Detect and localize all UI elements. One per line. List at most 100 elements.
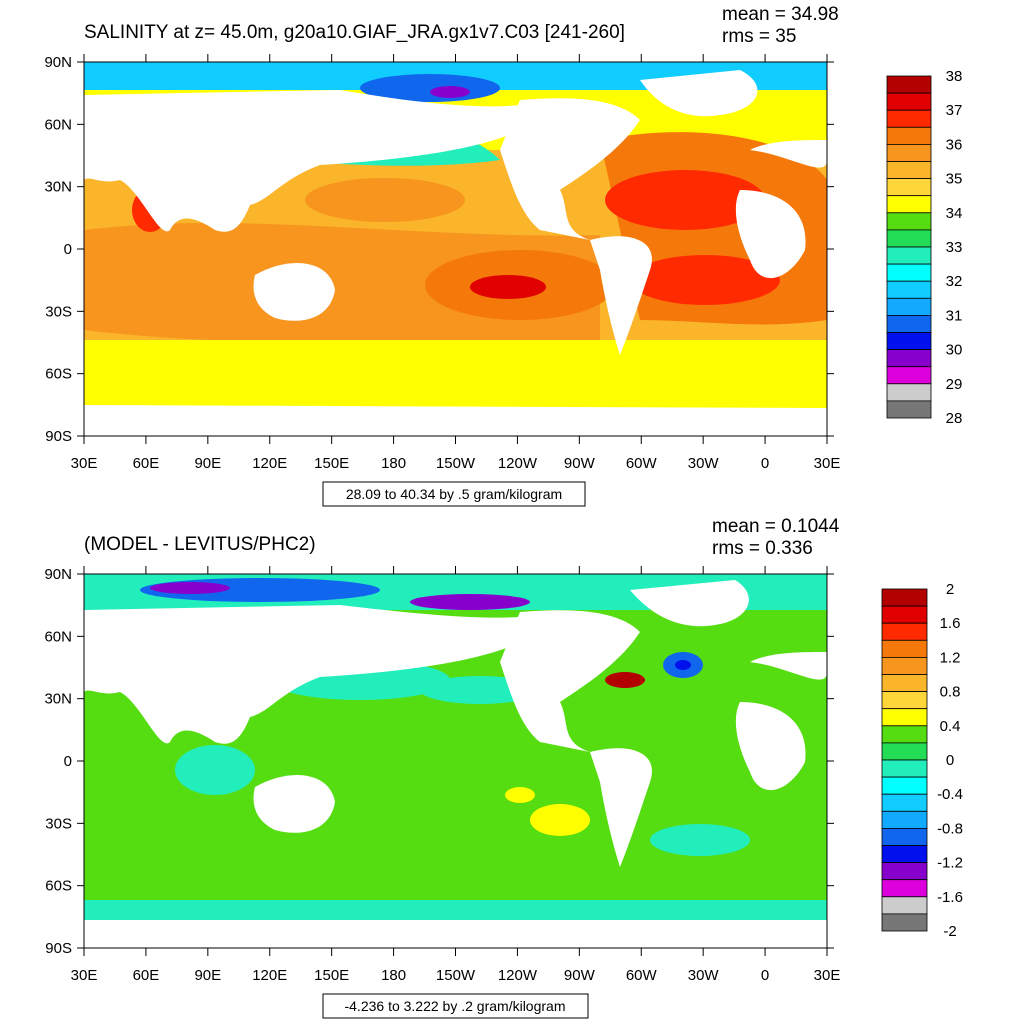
rms-stat: rms = 35: [722, 26, 796, 47]
lon-label: 90W: [564, 455, 596, 472]
lon-label: 120E: [252, 967, 287, 984]
colorbar-swatch: [886, 229, 932, 248]
lat-label: 90N: [44, 566, 72, 583]
colorbar-swatch: [886, 212, 932, 231]
colorbar-swatch: [881, 588, 928, 607]
map-axes: 90N 60N 30N 0 30S 60S 90S 30E 60E 90E 120E 150E 180 1…: [44, 54, 840, 472]
lon-label: 120E: [252, 455, 287, 472]
colorbar-swatch: [881, 605, 928, 624]
salinity-map: [84, 62, 827, 436]
colorbar-swatch: [886, 349, 932, 368]
land: [84, 70, 827, 436]
panel-title: (MODEL - LEVITUS/PHC2): [84, 534, 316, 555]
lon-label: 180: [381, 967, 406, 984]
colorbar-label: 0.4: [940, 718, 961, 735]
lat-label: 30S: [45, 303, 72, 320]
spac-pos: [530, 804, 590, 836]
natl-min: [675, 660, 691, 670]
lat-label: 30N: [44, 691, 72, 708]
colorbar-swatch: [886, 126, 932, 145]
panel-difference: (MODEL - LEVITUS/PHC2) mean = 0.1044 rms…: [44, 516, 963, 1019]
colorbar-swatch: [881, 674, 928, 693]
colorbar-swatch: [886, 109, 932, 128]
colorbar-swatch: [881, 845, 928, 864]
lat-label: 90S: [45, 428, 72, 445]
colorbar-swatch: [886, 92, 932, 111]
lat-label: 60S: [45, 366, 72, 383]
range-label: -4.236 to 3.222 by .2 gram/kilogram: [344, 998, 565, 1014]
colorbar-swatch: [886, 366, 932, 385]
lon-label: 30E: [71, 967, 98, 984]
lon-label: 30W: [688, 455, 720, 472]
colorbar-swatch: [881, 862, 928, 881]
colorbar-label: 1.6: [940, 615, 961, 632]
colorbar-swatch: [886, 195, 932, 214]
colorbar-swatch: [881, 913, 928, 932]
lon-label: 60E: [133, 455, 160, 472]
rms-stat: rms = 0.336: [712, 538, 813, 559]
gulfstream-pos: [605, 672, 645, 688]
lon-label: 60E: [133, 967, 160, 984]
difference-map: [84, 574, 827, 948]
colorbar-swatch: [886, 178, 932, 197]
natl-max: [605, 170, 765, 230]
indo-neg: [175, 745, 255, 795]
colorbar-swatch: [886, 161, 932, 180]
colorbar-label: 32: [946, 273, 963, 290]
colorbar-swatch: [886, 246, 932, 265]
colorbar-label: -2: [943, 923, 956, 940]
colorbar-swatch: [881, 810, 928, 829]
lon-label: 150E: [314, 455, 349, 472]
lon-label: 120W: [498, 455, 538, 472]
colorbar-label: 37: [946, 102, 963, 119]
lon-label: 30W: [688, 967, 720, 984]
colorbar-swatch: [881, 725, 928, 744]
spac-max: [470, 275, 546, 299]
range-box: [322, 481, 586, 507]
colorbar-label: 38: [946, 68, 963, 85]
lat-label: 0: [64, 753, 72, 770]
colorbar-label: 1.2: [940, 649, 961, 666]
colorbar: 38 37 36 35 34 33 32 31 30 29 28: [886, 68, 963, 427]
lon-label: 0: [761, 967, 769, 984]
colorbar-swatch: [886, 143, 932, 162]
southern-neg: [84, 900, 827, 920]
range-label: 28.09 to 40.34 by .5 gram/kilogram: [346, 486, 562, 502]
lon-label: 60W: [626, 967, 658, 984]
colorbar-swatch: [881, 776, 928, 795]
map-axes: 90N 60N 30N 0 30S 60S 90S 30E 60E 90E 120E 150E 180 1…: [44, 566, 840, 984]
colorbar-swatch: [881, 896, 928, 915]
lat-label: 60S: [45, 878, 72, 895]
colorbar-label: -0.8: [937, 820, 963, 837]
satl-neg: [650, 824, 750, 856]
colorbar-swatch: [881, 691, 928, 710]
arctic-min: [430, 86, 470, 98]
colorbar-label: 0.8: [940, 684, 961, 701]
lat-label: 90N: [44, 54, 72, 71]
lat-label: 90S: [45, 940, 72, 957]
lat-label: 60N: [44, 116, 72, 133]
colorbar-label: 35: [946, 171, 963, 188]
lon-label: 60W: [626, 455, 658, 472]
colorbar-swatch: [881, 639, 928, 658]
colorbar-swatch: [881, 657, 928, 675]
lat-label: 0: [64, 241, 72, 258]
lat-label: 30N: [44, 179, 72, 196]
colorbar-swatch: [886, 383, 932, 402]
colorbar-swatch: [886, 297, 932, 316]
lon-label: 30E: [814, 455, 841, 472]
colorbar-label: 28: [946, 410, 963, 427]
lon-label: 180: [381, 455, 406, 472]
colorbar-label: 2: [946, 581, 954, 598]
colorbar: 2 1.6 1.2 0.8 0.4 0 -0.4 -0.8 -1.2 -1.6 -2: [881, 581, 963, 940]
arctic-min: [150, 582, 230, 594]
panel-title: SALINITY at z= 45.0m, g20a10.GIAF_JRA.gx…: [84, 22, 625, 43]
lon-label: 30E: [814, 967, 841, 984]
colorbar-swatch: [886, 332, 932, 351]
arctic-min-2: [410, 594, 530, 610]
colorbar-swatch: [886, 314, 932, 333]
mean-stat: mean = 34.98: [722, 4, 839, 25]
colorbar-swatch: [881, 793, 928, 812]
lat-label: 60N: [44, 628, 72, 645]
